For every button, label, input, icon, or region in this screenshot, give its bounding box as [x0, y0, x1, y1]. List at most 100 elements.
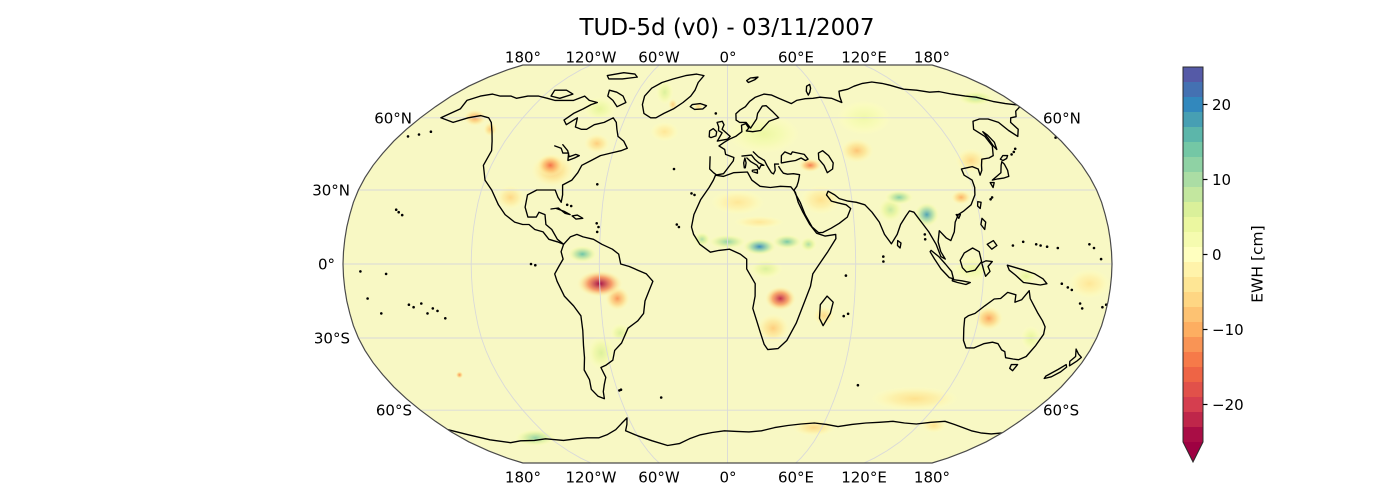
island-dot	[693, 193, 696, 197]
island-dot	[690, 192, 693, 195]
anomaly-blob	[813, 305, 835, 326]
anomaly-blob	[756, 313, 790, 344]
island-dot	[1070, 288, 1074, 292]
island-dot	[844, 274, 848, 277]
anomaly-blob	[950, 190, 972, 205]
anomaly-blob	[800, 185, 842, 215]
island-dot	[359, 270, 362, 273]
anomaly-blob	[791, 419, 836, 437]
coastline-path	[440, 93, 628, 245]
anomaly-blob	[839, 138, 875, 164]
ewh-anomaly-layer	[455, 79, 1111, 447]
plot-title: TUD-5d (v0) - 03/11/2007	[578, 15, 874, 41]
island-dot	[1011, 244, 1015, 247]
island-dot	[595, 230, 599, 234]
colorbar-band	[1183, 412, 1203, 428]
gridline-meridian	[598, 65, 660, 463]
island-dot	[366, 297, 369, 300]
island-dot	[426, 312, 429, 315]
anomaly-blob	[1068, 268, 1111, 299]
colorbar-band	[1183, 247, 1203, 263]
coastline-path	[986, 239, 998, 250]
lat-label-left-30s: 30°S	[314, 329, 350, 347]
island-dot	[1056, 246, 1060, 250]
island-dot	[406, 135, 410, 138]
island-dot	[429, 130, 433, 133]
coastline-path	[991, 161, 1010, 181]
anomaly-blob	[772, 234, 802, 250]
lat-label-left-30n: 30°N	[312, 181, 350, 199]
anomaly-blob	[957, 90, 995, 106]
island-dot	[444, 317, 447, 320]
anomaly-blob	[583, 133, 611, 154]
coastline-path	[959, 247, 983, 273]
lat-label-left-0: 0°	[318, 255, 335, 273]
coastline-path	[606, 72, 638, 80]
anomaly-blob	[955, 148, 987, 173]
coastline-path	[989, 181, 995, 189]
coastline-path	[716, 120, 731, 142]
coastline-path	[818, 295, 834, 327]
island-dot	[1066, 286, 1070, 289]
island-dot	[714, 112, 718, 115]
colorbar-extend-arrow	[1183, 442, 1203, 462]
colorbar-band	[1183, 397, 1203, 413]
lon-label-bottom-0: 0°	[719, 468, 736, 486]
colorbar-tick-label-neg20: −20	[1212, 396, 1244, 414]
colorbar-tick-label-neg10: −10	[1212, 321, 1244, 339]
map-border	[342, 64, 1113, 464]
island-dot	[565, 203, 569, 207]
island-dot	[397, 210, 401, 214]
island-dot	[1101, 305, 1104, 309]
coastline-path	[550, 207, 571, 216]
coastline-path	[929, 249, 955, 280]
colorbar-band	[1183, 337, 1203, 353]
island-dot	[407, 303, 411, 307]
coastline-path	[951, 278, 971, 286]
anomaly-blob	[583, 96, 616, 122]
island-dot	[380, 312, 383, 315]
lon-label-bottom-120w: 120°W	[566, 468, 617, 486]
coastline-path	[1006, 264, 1048, 286]
anomaly-blob	[799, 236, 817, 252]
colorbar-ticks	[1203, 103, 1208, 406]
anomaly-blob	[495, 185, 525, 210]
coastline-path	[751, 168, 759, 174]
island-dot	[856, 383, 860, 387]
colorbar-tick-label-10: 10	[1212, 171, 1231, 189]
anomaly-blob	[536, 154, 565, 177]
island-dot	[1045, 245, 1049, 248]
island-dot	[882, 260, 885, 263]
coastline-layer	[359, 72, 1108, 447]
colorbar-axis-label: EWH [cm]	[1248, 225, 1266, 302]
coastline-path	[981, 260, 993, 277]
coastline-path	[976, 200, 982, 210]
coastline-path	[955, 213, 962, 219]
island-dot	[846, 312, 850, 316]
graticule-layer	[343, 65, 1112, 463]
colorbar-band	[1183, 67, 1203, 83]
colorbar-band	[1183, 217, 1203, 233]
island-dot	[1092, 246, 1096, 250]
lat-label-left-60n: 60°N	[374, 109, 412, 127]
colorbar-band	[1183, 307, 1203, 323]
coastline-path	[752, 151, 780, 175]
coastline-path	[641, 73, 705, 119]
island-dot	[384, 272, 388, 276]
colorbar-band	[1183, 142, 1203, 158]
island-dot	[529, 262, 533, 266]
island-dot	[1034, 243, 1038, 246]
anomaly-blob	[764, 286, 797, 311]
anomaly-blob	[710, 189, 765, 215]
lon-label-bottom-60e: 60°E	[778, 468, 814, 486]
colorbar-band	[1183, 382, 1203, 398]
coastline-path	[709, 81, 1018, 176]
island-dot	[882, 255, 885, 258]
island-dot	[596, 183, 599, 186]
anomaly-blob	[742, 238, 777, 256]
lon-label-bottom-180w: 180°	[505, 468, 541, 486]
coastline-path	[741, 154, 765, 170]
coastline-path	[708, 127, 718, 139]
anomaly-blob	[587, 335, 616, 371]
